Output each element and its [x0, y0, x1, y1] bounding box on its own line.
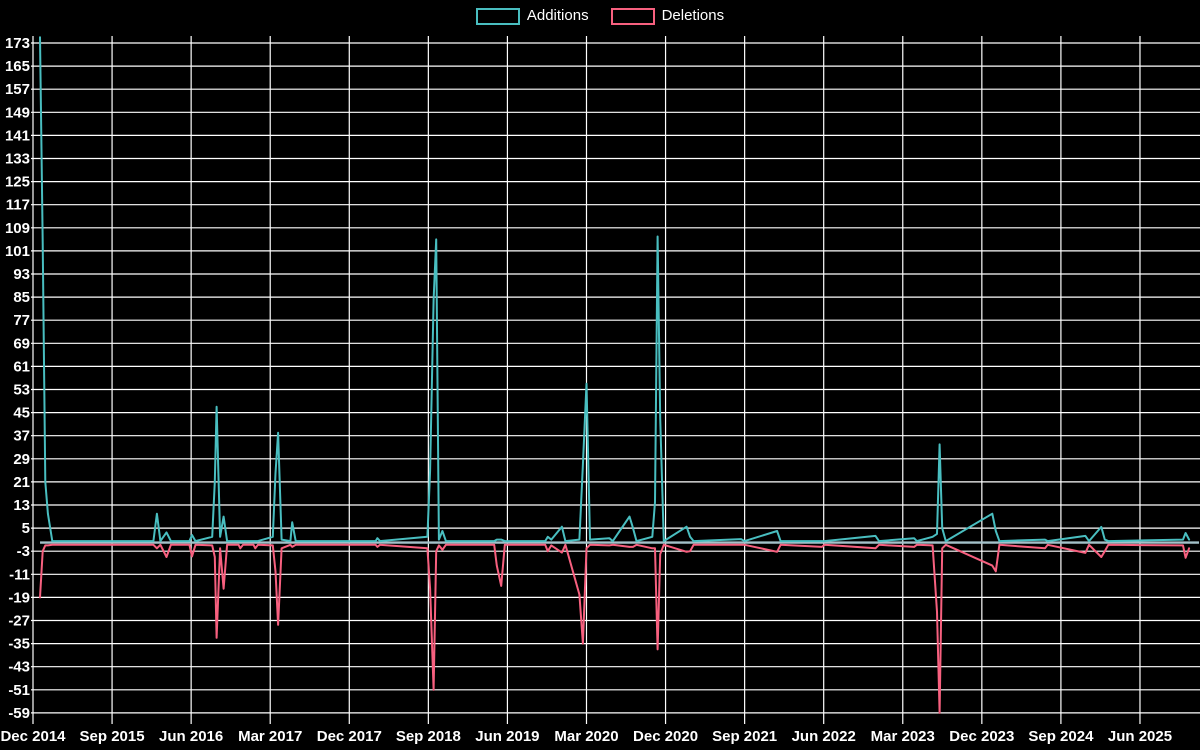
- y-tick-label: 5: [22, 520, 30, 537]
- legend-item-additions[interactable]: Additions: [475, 7, 589, 25]
- y-tick-label: -3: [17, 543, 30, 560]
- legend-label-deletions: Deletions: [661, 7, 725, 24]
- additions-swatch-icon: [475, 7, 520, 25]
- chart-legend: Additions Deletions: [0, 7, 1200, 25]
- x-tick-label: Jun 2025: [1108, 728, 1172, 745]
- y-tick-label: -59: [8, 705, 30, 722]
- y-tick-label: 109: [5, 220, 30, 237]
- y-tick-label: 69: [13, 335, 30, 352]
- y-tick-label: -11: [9, 566, 30, 583]
- x-tick-label: Dec 2023: [949, 728, 1014, 745]
- y-tick-label: 93: [13, 266, 30, 283]
- y-tick-label: -27: [8, 613, 30, 630]
- y-tick-label: 45: [13, 405, 30, 422]
- legend-label-additions: Additions: [526, 7, 589, 24]
- y-tick-label: 13: [13, 497, 30, 514]
- deletions-swatch-icon: [610, 7, 655, 25]
- x-tick-label: Sep 2018: [396, 728, 461, 745]
- x-tick-label: Sep 2015: [80, 728, 145, 745]
- y-tick-label: 77: [13, 312, 30, 329]
- y-tick-label: -43: [8, 659, 30, 676]
- y-tick-label: 133: [5, 151, 30, 168]
- x-tick-label: Dec 2014: [0, 728, 66, 745]
- x-tick-label: Mar 2023: [871, 728, 935, 745]
- x-tick-label: Jun 2019: [475, 728, 539, 745]
- y-tick-label: 149: [5, 104, 30, 121]
- y-tick-label: 101: [5, 243, 30, 260]
- x-tick-label: Mar 2017: [238, 728, 302, 745]
- y-tick-label: 53: [13, 382, 30, 399]
- y-tick-label: 21: [13, 474, 30, 491]
- x-tick-label: Sep 2024: [1028, 728, 1094, 745]
- additions-line: [39, 36, 1191, 543]
- x-tick-label: Jun 2022: [792, 728, 856, 745]
- x-tick-label: Jun 2016: [159, 728, 223, 745]
- x-tick-label: Mar 2020: [554, 728, 618, 745]
- y-tick-label: 173: [5, 35, 30, 52]
- y-tick-label: 61: [13, 358, 30, 375]
- y-tick-label: 37: [13, 428, 30, 445]
- deletions-line: [39, 543, 1191, 714]
- legend-item-deletions[interactable]: Deletions: [610, 7, 725, 25]
- y-tick-label: -51: [8, 682, 30, 699]
- x-tick-label: Dec 2017: [317, 728, 382, 745]
- y-tick-label: 85: [13, 289, 30, 306]
- y-tick-label: 165: [5, 58, 30, 75]
- y-tick-label: 157: [5, 81, 30, 98]
- y-tick-label: 117: [6, 197, 30, 214]
- y-tick-label: 29: [13, 451, 30, 468]
- y-tick-label: -19: [8, 589, 30, 606]
- y-tick-label: 141: [5, 127, 30, 144]
- x-tick-label: Sep 2021: [712, 728, 777, 745]
- y-tick-label: 125: [5, 174, 30, 191]
- y-tick-label: -35: [8, 636, 30, 653]
- x-tick-label: Dec 2020: [633, 728, 698, 745]
